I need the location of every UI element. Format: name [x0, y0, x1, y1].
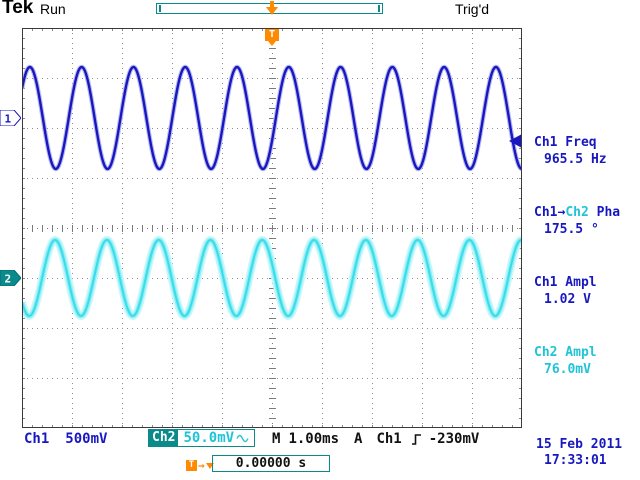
phase-source1: Ch1 [534, 205, 558, 220]
trigger-bus-label: A [354, 431, 363, 447]
ch2-ground-marker: 2 [0, 270, 21, 286]
ch2-scale-readout: Ch2 50.0mV [148, 429, 256, 447]
trigger-position-bar-icon [265, 1, 278, 15]
ch2-label: Ch2 [149, 430, 179, 446]
trigger-level: -230mV [428, 431, 480, 447]
ch2-marker-label: 2 [5, 273, 12, 286]
ch1-volts-per-div: 500mV [65, 431, 108, 447]
rising-edge-icon [411, 434, 421, 445]
measurement-label: Ch1→Ch2 Pha [534, 204, 640, 221]
trigger-point-marker: T [265, 29, 279, 46]
measurement-ch2-ampl: Ch2 Ampl 76.0mV [534, 344, 640, 378]
trigger-position-stem [270, 1, 274, 7]
measurement-value: 965.5 Hz [544, 152, 607, 167]
date: 15 Feb 2011 [536, 437, 623, 452]
ch1-marker-label: 1 [5, 113, 12, 126]
datetime-readout: 15 Feb 2011 17:33:01 [536, 437, 622, 469]
acquisition-status: Run [40, 1, 66, 17]
trigger-readout: A Ch1 -230mV [354, 431, 479, 448]
waveform-display [22, 28, 522, 428]
trigger-status: Trig'd [455, 1, 490, 17]
ch1-scale-readout: Ch1 500mV [24, 431, 107, 448]
measurement-value: 1.02 V [544, 292, 591, 307]
measurement-label: Ch2 Ampl [534, 345, 597, 360]
ch1-label: Ch1 [24, 431, 50, 447]
delay-marker: T → [186, 459, 214, 472]
measurement-label: Ch1 Ampl [534, 275, 597, 290]
ch1-marker-shape [0, 110, 21, 126]
ch2-volts-per-div: 50.0mV [183, 429, 235, 446]
measurement-value: 76.0mV [544, 362, 591, 377]
delay-trigger-icon: T [186, 460, 197, 471]
triangle-down-icon [205, 462, 214, 469]
ac-coupling-icon [236, 434, 249, 442]
arrow-right-icon: → [198, 459, 205, 472]
tek-logo: Tek [2, 0, 34, 18]
phase-source2: Ch2 [565, 205, 589, 220]
measurement-ch1-freq: Ch1 Freq 965.5 Hz [534, 134, 640, 168]
ch1-ground-marker: 1 [0, 110, 21, 126]
trigger-position-arrow-icon [266, 7, 278, 15]
arrow-right-icon: → [557, 205, 566, 220]
record-bar-right-bracket [378, 5, 380, 12]
timebase-readout: M 1.00ms [272, 431, 339, 448]
trigger-source: Ch1 [376, 431, 402, 447]
measurement-label: Ch1 Freq [534, 135, 597, 150]
time: 17:33:01 [544, 453, 607, 468]
timebase-value: 1.00ms [288, 431, 340, 447]
ch2-marker-shape [0, 270, 21, 286]
measurement-phase: Ch1→Ch2 Pha 175.5 ° [534, 204, 640, 238]
measurement-value: 175.5 ° [544, 222, 599, 237]
timebase-label: M [272, 431, 281, 447]
measurement-ch1-ampl: Ch1 Ampl 1.02 V [534, 274, 640, 308]
phase-suffix: Pha [588, 205, 621, 220]
delay-time-readout: 0.00000 s [212, 455, 330, 472]
record-bar-left-bracket [159, 5, 161, 12]
